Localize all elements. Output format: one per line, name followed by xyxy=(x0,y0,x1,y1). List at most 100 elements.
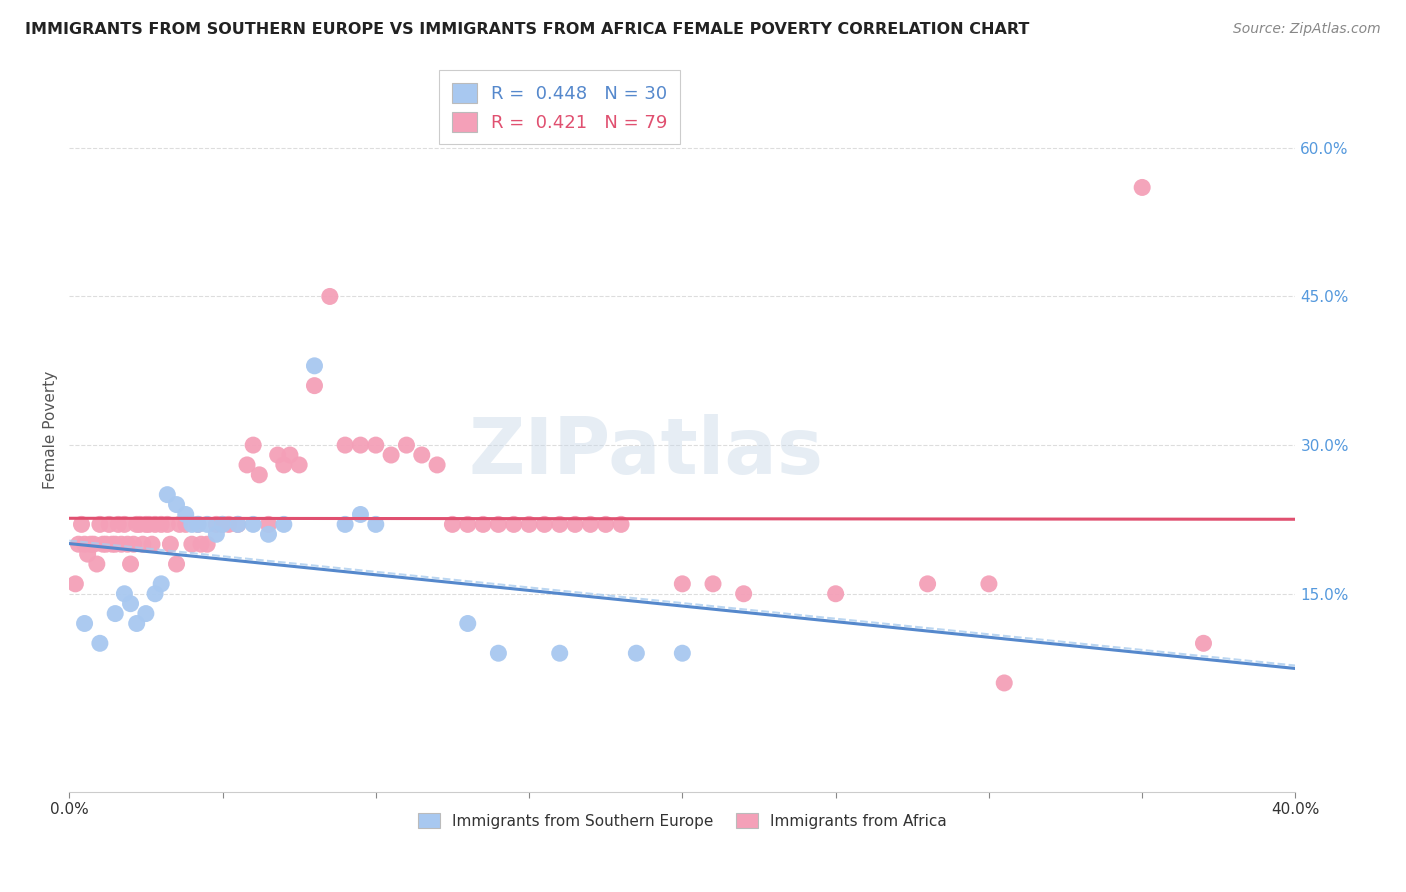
Point xyxy=(441,517,464,532)
Point xyxy=(195,537,218,551)
Point xyxy=(457,616,479,631)
Point xyxy=(288,458,311,472)
Point xyxy=(595,517,617,532)
Point xyxy=(426,458,449,472)
Point xyxy=(132,537,155,551)
Point xyxy=(349,508,371,522)
Point xyxy=(180,517,202,532)
Point xyxy=(257,527,280,541)
Point xyxy=(73,537,96,551)
Point xyxy=(107,517,129,532)
Point xyxy=(349,438,371,452)
Point xyxy=(364,438,387,452)
Text: Source: ZipAtlas.com: Source: ZipAtlas.com xyxy=(1233,22,1381,37)
Point xyxy=(273,517,295,532)
Point xyxy=(517,517,540,532)
Point xyxy=(117,537,139,551)
Point xyxy=(159,537,181,551)
Point xyxy=(211,517,233,532)
Point xyxy=(166,498,188,512)
Point xyxy=(143,517,166,532)
Point xyxy=(156,517,179,532)
Point xyxy=(993,676,1015,690)
Point xyxy=(141,537,163,551)
Point xyxy=(486,646,509,660)
Point xyxy=(120,557,142,571)
Point xyxy=(564,517,586,532)
Point xyxy=(104,537,127,551)
Point xyxy=(83,537,105,551)
Point xyxy=(457,517,479,532)
Point xyxy=(824,587,846,601)
Point xyxy=(502,517,524,532)
Point xyxy=(67,537,90,551)
Point xyxy=(65,577,87,591)
Point xyxy=(226,517,249,532)
Point xyxy=(138,517,160,532)
Point xyxy=(174,508,197,522)
Point xyxy=(533,517,555,532)
Point xyxy=(76,547,98,561)
Point xyxy=(166,557,188,571)
Point xyxy=(472,517,495,532)
Point xyxy=(278,448,301,462)
Point xyxy=(205,527,228,541)
Point xyxy=(104,607,127,621)
Point xyxy=(257,517,280,532)
Point xyxy=(70,517,93,532)
Point xyxy=(86,557,108,571)
Point xyxy=(122,537,145,551)
Point xyxy=(267,448,290,462)
Point xyxy=(187,517,209,532)
Legend: Immigrants from Southern Europe, Immigrants from Africa: Immigrants from Southern Europe, Immigra… xyxy=(412,807,953,835)
Point xyxy=(319,289,342,303)
Point xyxy=(333,438,356,452)
Point xyxy=(169,517,191,532)
Point xyxy=(98,517,121,532)
Point xyxy=(89,517,111,532)
Point xyxy=(211,517,233,532)
Point xyxy=(242,438,264,452)
Point xyxy=(304,378,326,392)
Point xyxy=(174,517,197,532)
Point xyxy=(94,537,117,551)
Point xyxy=(626,646,648,660)
Point xyxy=(1192,636,1215,650)
Point xyxy=(110,537,132,551)
Point xyxy=(395,438,418,452)
Point xyxy=(247,467,270,482)
Point xyxy=(156,488,179,502)
Point xyxy=(128,517,150,532)
Point xyxy=(218,517,240,532)
Point xyxy=(150,517,173,532)
Point xyxy=(273,458,295,472)
Point xyxy=(150,577,173,591)
Point xyxy=(242,517,264,532)
Text: ZIPatlas: ZIPatlas xyxy=(468,414,823,490)
Point xyxy=(380,448,402,462)
Point xyxy=(917,577,939,591)
Point xyxy=(89,636,111,650)
Point xyxy=(486,517,509,532)
Point xyxy=(80,537,103,551)
Point xyxy=(180,537,202,551)
Point xyxy=(702,577,724,591)
Point xyxy=(610,517,633,532)
Point xyxy=(73,616,96,631)
Point xyxy=(1130,180,1153,194)
Point xyxy=(120,597,142,611)
Y-axis label: Female Poverty: Female Poverty xyxy=(44,371,58,490)
Point xyxy=(671,646,693,660)
Point xyxy=(364,517,387,532)
Point xyxy=(135,607,157,621)
Point xyxy=(190,537,212,551)
Point xyxy=(579,517,602,532)
Point xyxy=(112,587,135,601)
Point xyxy=(411,448,433,462)
Point xyxy=(91,537,114,551)
Point xyxy=(135,517,157,532)
Point xyxy=(143,587,166,601)
Point xyxy=(333,517,356,532)
Point xyxy=(187,517,209,532)
Point xyxy=(236,458,259,472)
